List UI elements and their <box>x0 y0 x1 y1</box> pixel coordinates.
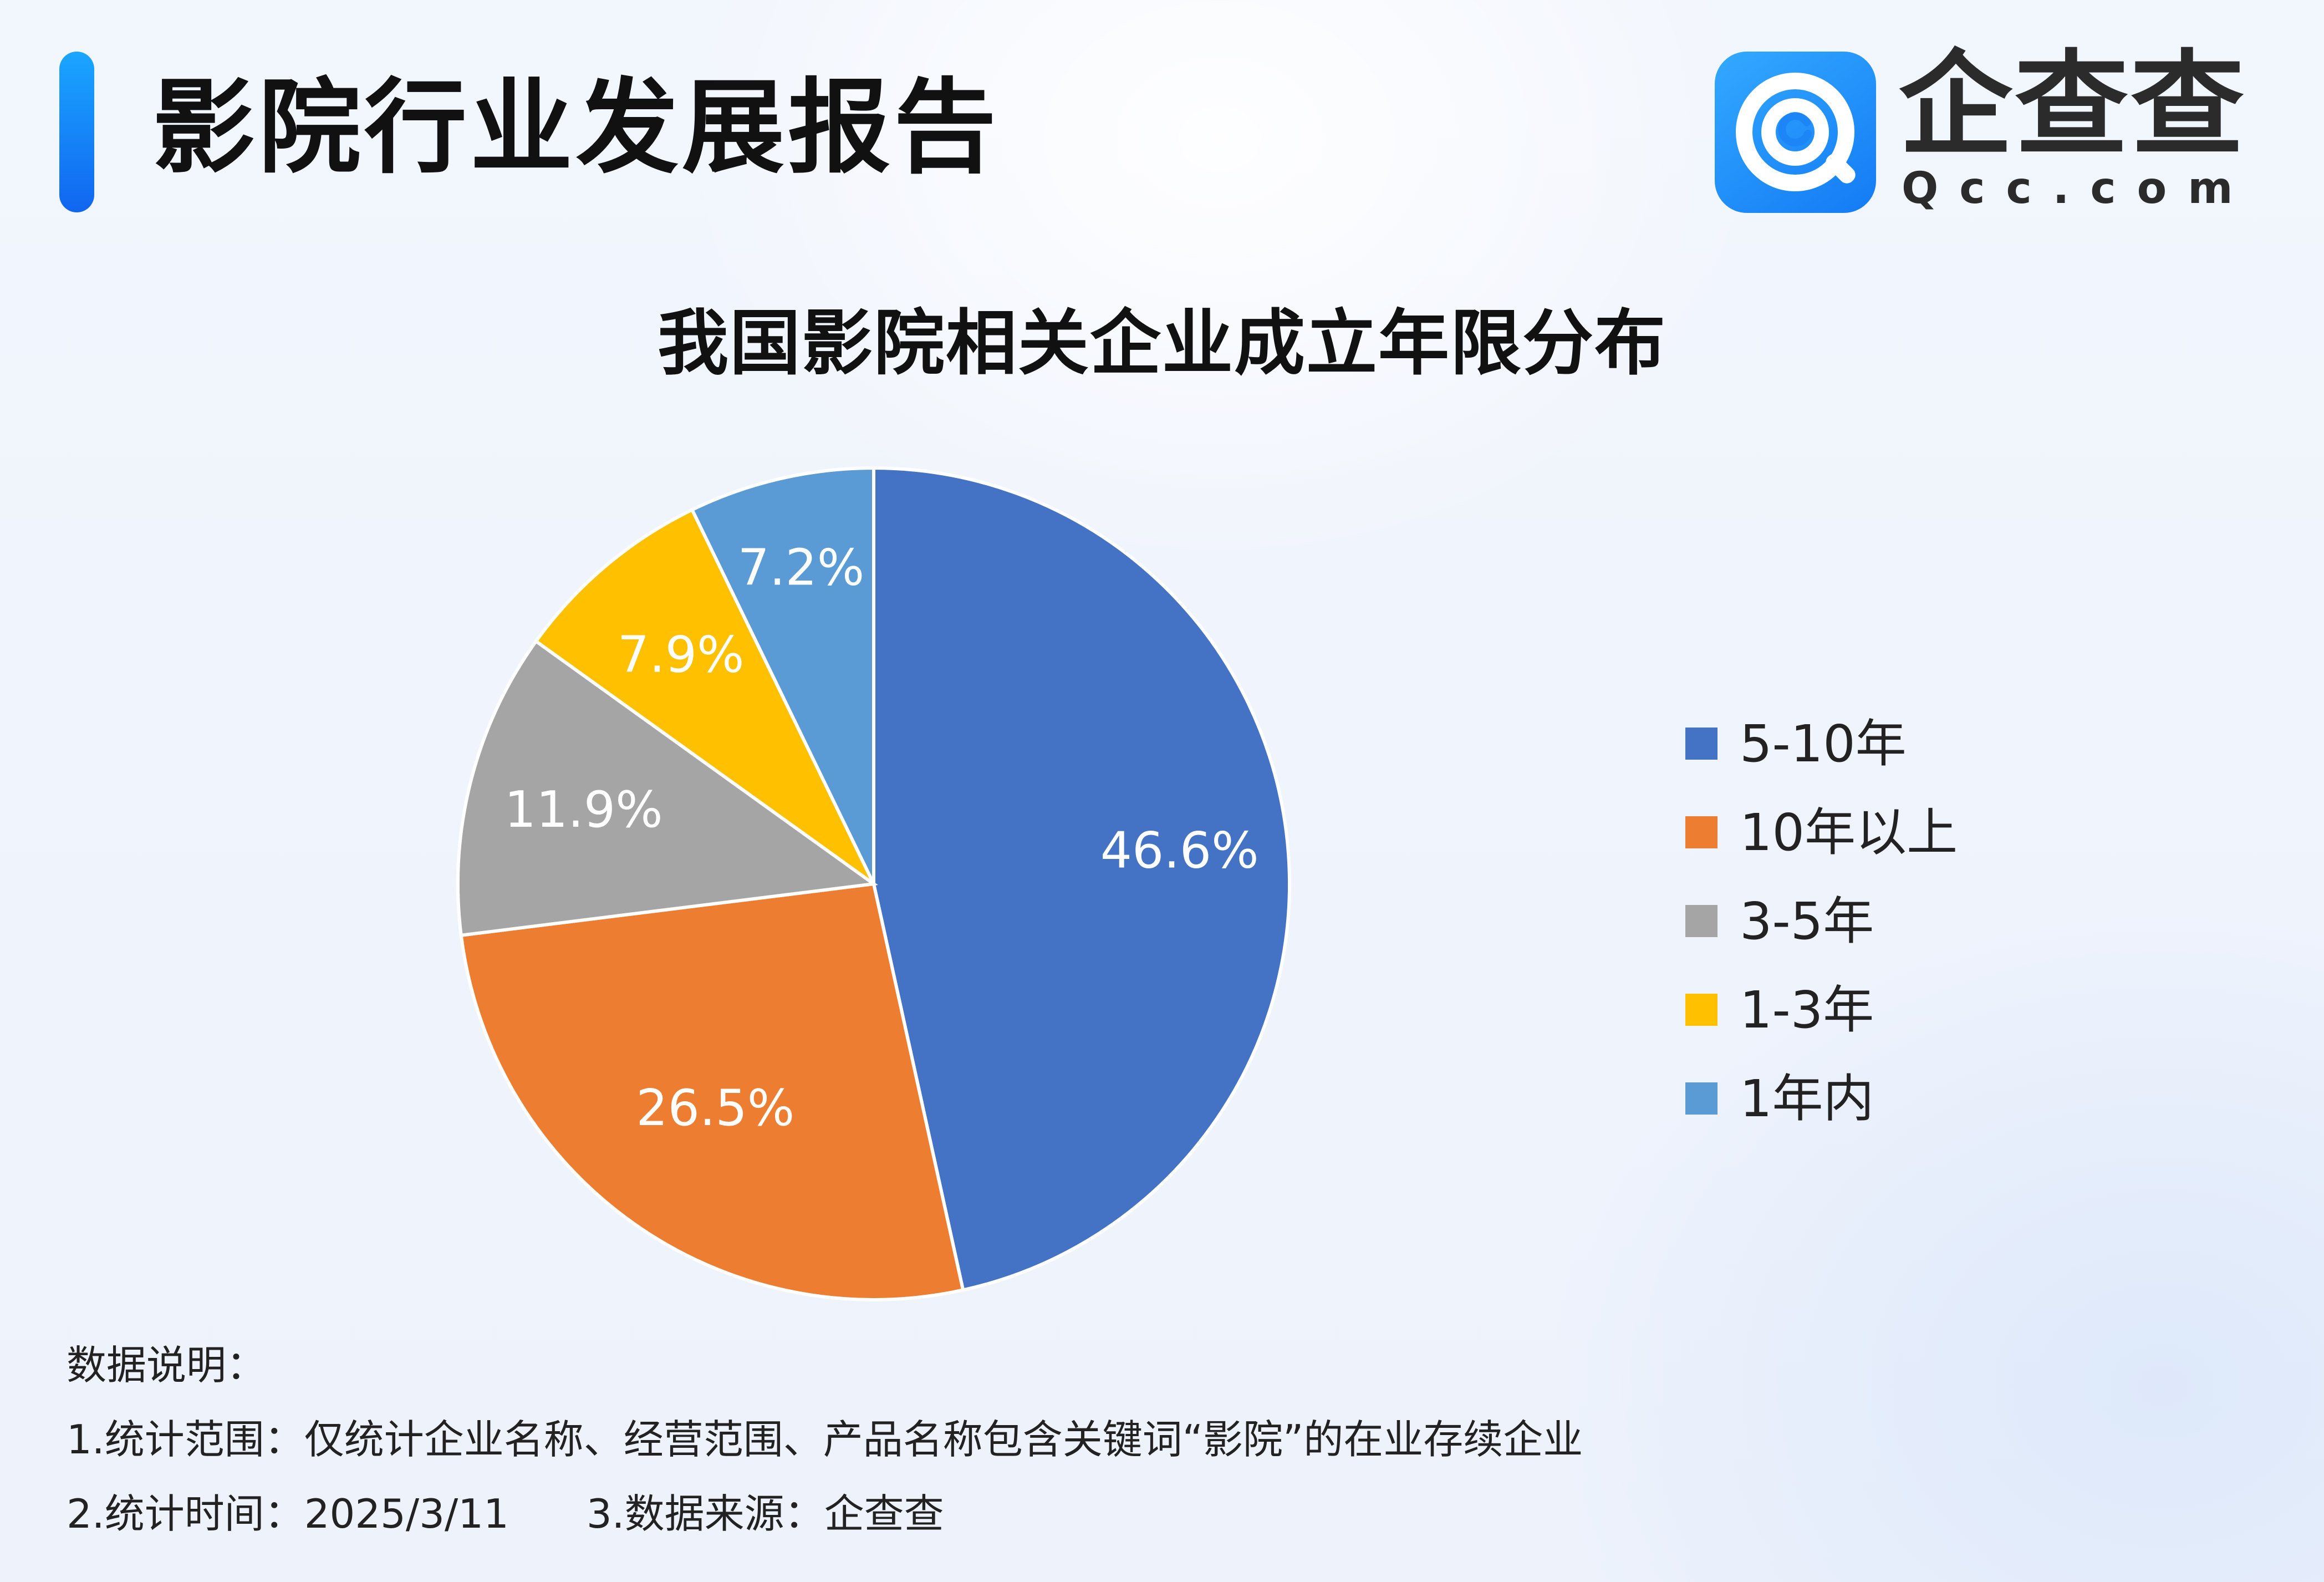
pie-data-label-4: 7.9% <box>618 625 745 684</box>
notes-scope: 1.统计范围：仅统计企业名称、经营范围、产品名称包含关键词“影院”的在业存续企业 <box>67 1416 1583 1463</box>
notes-source: 3.数据来源：企查查 <box>586 1491 944 1537</box>
legend-label-1: 5-10年 <box>1740 714 1907 774</box>
title-accent-bar <box>59 52 94 212</box>
legend-label-2: 10年以上 <box>1740 803 1958 862</box>
legend-label-3: 3-5年 <box>1740 892 1874 951</box>
logo-domain: Qcc.com <box>1902 164 2254 213</box>
legend-swatch-2 <box>1685 816 1717 848</box>
legend-swatch-4 <box>1685 994 1717 1026</box>
pie-slice-5 <box>690 466 875 885</box>
pie-data-label-1: 46.6% <box>1100 822 1259 880</box>
pie-slice-1 <box>872 466 1291 1293</box>
legend-label-4: 1-3年 <box>1740 980 1874 1040</box>
pie-slice-2 <box>459 882 965 1301</box>
legend-swatch-3 <box>1685 905 1717 937</box>
notes-time-source: 2.统计时间：2025/3/11 3.数据来源：企查查 <box>67 1477 1583 1551</box>
legend-swatch-1 <box>1685 728 1717 760</box>
notes-time: 2.统计时间：2025/3/11 <box>67 1491 509 1537</box>
pie-data-label-5: 7.2% <box>738 538 865 597</box>
report-title: 影院行业发展报告 <box>152 68 1000 187</box>
legend-label-5: 1年内 <box>1740 1069 1874 1128</box>
legend-swatch-5 <box>1685 1082 1717 1115</box>
logo-name: 企查查 <box>1899 39 2246 171</box>
pie-data-label-2: 26.5% <box>636 1079 794 1137</box>
pie-slice-3 <box>456 639 878 938</box>
chart-title: 我国影院相关企业成立年限分布 <box>657 302 1666 385</box>
pie-data-label-3: 11.9% <box>504 781 663 839</box>
notes-heading: 数据说明： <box>67 1342 267 1388</box>
pie-slice-4 <box>533 507 875 886</box>
qcc-logo-icon <box>1715 52 1876 213</box>
data-notes: 数据说明： 1.统计范围：仅统计企业名称、经营范围、产品名称包含关键词“影院”的… <box>67 1328 1583 1551</box>
